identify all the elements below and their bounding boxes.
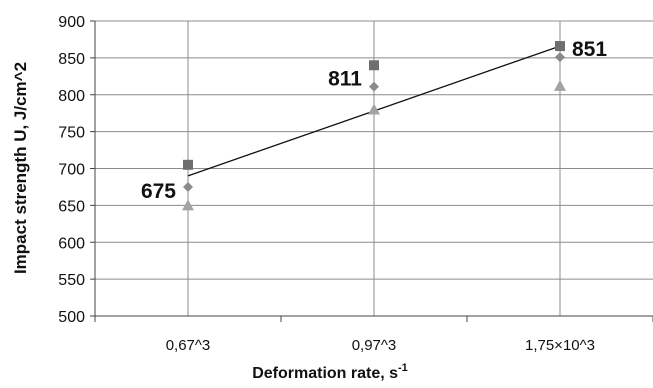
y-tick-label: 750: [58, 125, 85, 142]
data-point-triangle: [554, 79, 566, 91]
data-point-triangle: [368, 103, 380, 115]
axis-layer: 500 550 600 650 700 750 800 850 900 0,67^3 0,97^3 1…: [58, 14, 653, 354]
data-point-diamond: [183, 181, 193, 192]
y-tick-label: 700: [58, 162, 85, 179]
data-point-square: [369, 60, 379, 71]
x-tick-label: 1,75×10^3: [525, 337, 595, 354]
data-point-triangle: [182, 199, 194, 211]
marker-layer: [182, 41, 566, 211]
data-point-square: [555, 41, 565, 52]
data-point-square: [183, 159, 193, 170]
x-axis-label-superscript: -1: [398, 362, 408, 374]
label-layer: 675 811 851: [141, 38, 607, 203]
x-axis-label: Deformation rate, s-1: [252, 362, 408, 382]
x-axis-label-text: Deformation rate, s: [252, 365, 398, 382]
y-tick-label: 900: [58, 14, 85, 31]
y-axis-label: Impact strength U, J/cm^2: [11, 62, 30, 274]
data-point-diamond: [369, 81, 379, 92]
data-point-diamond: [555, 52, 565, 63]
data-label: 851: [572, 38, 607, 61]
y-tick-label: 600: [58, 235, 85, 252]
y-tick-label: 850: [58, 51, 85, 68]
x-tick-label: 0,67^3: [166, 337, 211, 354]
y-tick-label: 500: [58, 309, 85, 326]
y-tick-label: 650: [58, 198, 85, 215]
data-label: 811: [328, 68, 362, 91]
y-tick-label: 800: [58, 88, 85, 105]
x-tick-label: 0,97^3: [352, 337, 397, 354]
y-tick-label: 550: [58, 272, 85, 289]
data-label: 675: [141, 180, 176, 203]
